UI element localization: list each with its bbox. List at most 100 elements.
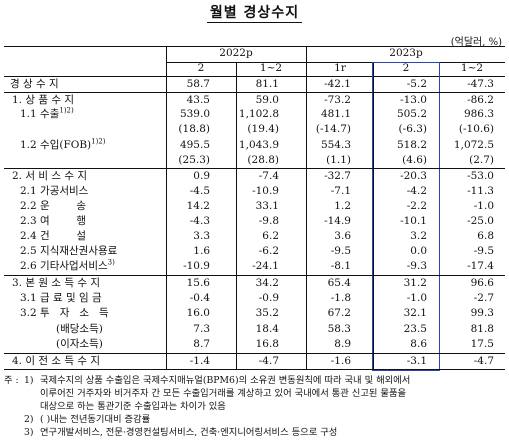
table-cell: 6.2 [262,230,279,242]
table-cell: -4.7 [258,355,279,367]
table-cell: -4.3 [189,215,210,227]
table-cell: 31.2 [403,277,427,289]
table-cell: -9.5 [330,245,351,257]
table-cell: 15.6 [186,277,210,289]
table-cell: 6.8 [477,230,494,242]
table-cell: 8.6 [410,338,427,350]
footnote-1: 주 :1) 국제수지의 상품 수출입은 국제수지매뉴얼(BPM6)의 소유권 변동… [4,375,411,386]
table-cell: 3.2 [410,230,427,242]
table-cell: 7.3 [193,323,210,335]
table-cell: 481.1 [320,108,351,120]
table-cell: -5.2 [406,78,427,90]
table-cell: (1.1) [326,154,351,166]
table-row: 3.2 투 자 소 득 16.0 35.2 67.2 32.1 99.3 [4,306,505,321]
table-cell: (-14.7) [315,123,351,135]
table-cell: -47.3 [467,78,494,90]
table-cell: -4.2 [406,185,427,197]
table-row: 1. 상 품 수 지 43.5 59.0 -73.2 -13.0 -86.2 [4,93,505,108]
table-cell: 1,072.5 [453,139,494,151]
row-label: 3.1 급 료 및 임 금 [20,292,102,304]
table-cell: 539.0 [179,108,210,120]
month-header: 1~2 [460,62,484,74]
table-row: 1.2 수입(FOB)1)2) 495.5 1,043.9 554.3 518.2 1,0… [4,138,505,153]
table-cell: 518.2 [396,139,427,151]
month-header: 1~2 [259,62,283,74]
table-cell: -24.1 [252,260,279,272]
table-cell: -1.0 [406,292,427,304]
table-cell: 58.3 [327,323,351,335]
table-cell: 59.0 [255,93,279,106]
table-cell: -32.7 [324,170,351,182]
table-cell: 33.1 [255,200,279,212]
table-cell: -86.2 [467,93,494,106]
table-cell: 17.5 [470,338,494,350]
footnote-1-cont: 이루어진 거주자와 비거주자 간 모든 수출입거래를 계상하고 있어 국내에서 … [40,388,407,399]
table-row: 2.1 가공서비스 -4.5 -10.9 -7.1 -4.2 -11.3 [4,184,505,199]
table-cell: 32.1 [403,307,427,319]
footnote-3: 3) 연구개발서비스, 전문·경영컨설팅서비스, 건축·엔지니어링서비스 등으로 … [24,427,338,438]
table-cell: -2.7 [473,292,494,304]
table-cell: 554.3 [320,139,351,151]
row-label: 2.2 운 송 [20,200,87,212]
row-label: 3.2 투 자 소 득 [20,307,109,319]
table-cell: 3.3 [193,230,210,242]
table-row: (이자소득) 8.7 16.8 8.9 8.6 17.5 [4,337,505,352]
page-title: 월별 경상수지 [0,2,509,23]
column-divider [236,62,237,370]
footnotes: 주 :1) 국제수지의 상품 수출입은 국제수지매뉴얼(BPM6)의 소유권 변동… [4,374,505,439]
table-cell: -0.4 [189,292,210,304]
table-cell: 99.3 [470,307,494,319]
table-cell: -9.8 [258,215,279,227]
table-cell: 1.6 [193,245,210,257]
table-cell: -4.5 [189,185,210,197]
table-cell: -13.0 [400,93,427,106]
row-label: (이자소득) [56,338,103,350]
table-cell: 34.2 [255,277,279,289]
row-label: 1.1 수출1)2) [20,107,74,120]
table-cell: 1,043.9 [238,139,279,151]
month-header: 2 [197,62,205,74]
table-cell: (-6.3) [398,123,427,135]
table-row: (25.3) (28.8) (1.1) (4.6) (2.7) [4,153,505,168]
table-cell: 986.3 [463,108,494,120]
table-row: 2.5 지식재산권사용료 1.6 -6.2 -9.5 0.0 -9.5 [4,244,505,259]
table-cell: 495.5 [179,139,210,151]
section-divider [4,275,505,276]
row-label: (배당소득) [56,323,103,335]
table-cell: -0.9 [258,292,279,304]
table-row: 2.6 기타사업서비스3) -10.9 -24.1 -8.1 -9.3 -17.4 [4,259,505,274]
table-cell: 14.2 [186,200,210,212]
row-label: 2.6 기타사업서비스3) [20,259,115,272]
table-cell: -53.0 [467,170,494,182]
table-cell: 505.2 [396,108,427,120]
table-cell: -8.1 [330,260,351,272]
table-cell: -1.8 [330,292,351,304]
table-top-border [4,46,505,47]
table-row: 3. 본 원 소 득 수 지 15.6 34.2 65.4 31.2 96.6 [4,276,505,291]
table-row: 2.3 여 행 -4.3 -9.8 -14.9 -10.1 -25.0 [4,214,505,229]
table-row: 2. 서 비 스 수 지 0.9 -7.4 -32.7 -20.3 -53.0 [4,169,505,184]
table-cell: -4.7 [473,355,494,367]
row-label: 2.3 여 행 [20,215,87,227]
table-cell: 81.8 [470,323,494,335]
table-cell: (4.6) [402,154,427,166]
section-divider [4,168,505,169]
table-cell: (19.4) [247,123,279,135]
table-row: 2.4 건 설 3.3 6.2 3.6 3.2 6.8 [4,229,505,244]
table-cell: 81.1 [255,78,279,90]
table-cell: -73.2 [324,93,351,106]
header-divider [166,62,505,63]
table-cell: 8.7 [193,338,210,350]
table-cell: 65.4 [327,277,351,289]
table-cell: (2.7) [469,154,494,166]
table-cell: (-10.6) [458,123,494,135]
table-cell: (28.8) [247,154,279,166]
row-label: 2.4 건 설 [20,230,87,242]
table-cell: -9.5 [473,245,494,257]
table-cell: -10.9 [252,185,279,197]
table-row: (배당소득) 7.3 18.4 58.3 23.5 81.8 [4,322,505,337]
row-label: 2.5 지식재산권사용료 [20,245,118,257]
highlight-current-month [372,62,440,371]
section-divider [4,353,505,354]
row-label: 4. 이 전 소 득 수 지 [12,355,101,367]
